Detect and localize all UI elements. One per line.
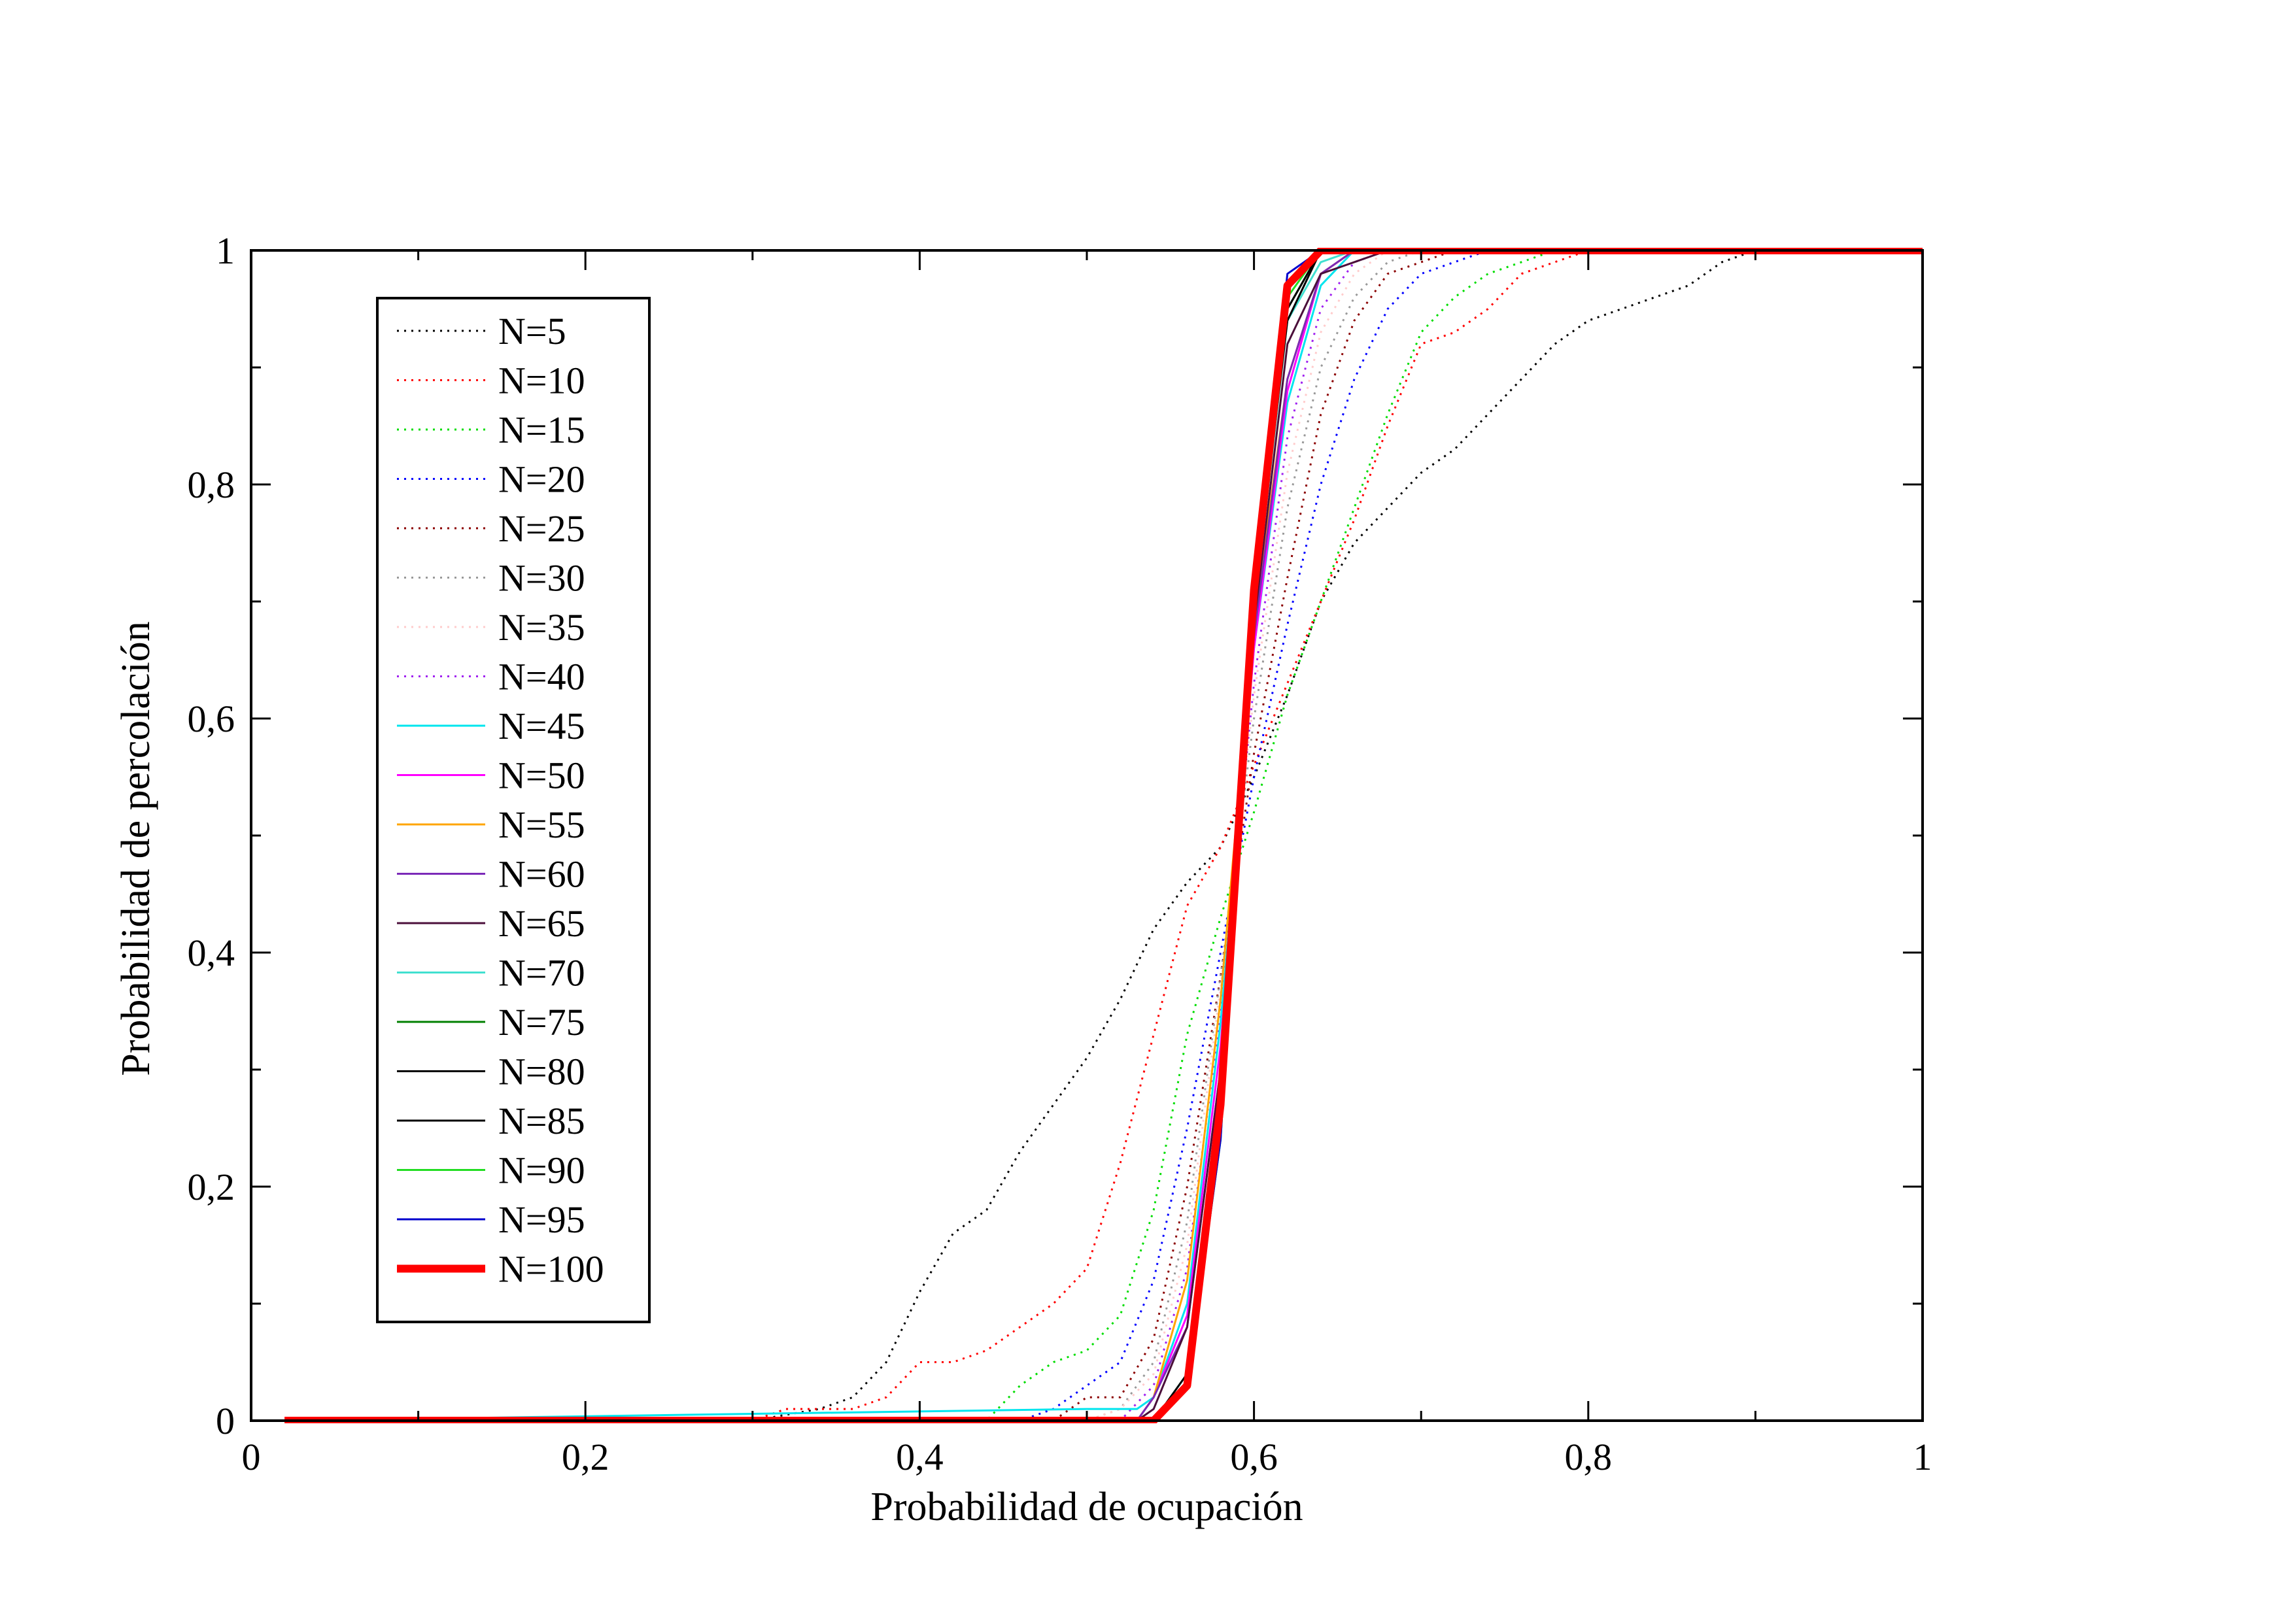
legend-label-n-80: N=80 — [498, 1051, 585, 1093]
x-tick-label: 0 — [242, 1436, 261, 1478]
x-tick-label: 0,6 — [1230, 1436, 1278, 1478]
legend-label-n-50: N=50 — [498, 754, 585, 797]
legend: N=5 N=10 N=15 N=20 N=25 N=30 N=35 N=40 N=45 N=50 N… — [376, 297, 651, 1323]
legend-label-n-60: N=60 — [498, 853, 585, 896]
legend-label-n-70: N=70 — [498, 952, 585, 994]
legend-label-n-65: N=65 — [498, 902, 585, 945]
legend-label-n-10: N=10 — [498, 360, 585, 402]
legend-label-n-15: N=15 — [498, 409, 585, 451]
series-line-n-100 — [284, 248, 1923, 1423]
series-line-n-45 — [284, 249, 1923, 1422]
series-layer — [284, 248, 1923, 1423]
axes-layer: 0 0,2 0,4 0,6 0,8 1 0 0,2 0,4 0,6 0,8 1 — [188, 229, 1932, 1478]
series-line-n-5 — [284, 249, 1923, 1422]
y-tick-label: 0,6 — [188, 698, 235, 740]
legend-box — [376, 297, 651, 1323]
legend-label-n-25: N=25 — [498, 507, 585, 550]
legend-label-n-35: N=35 — [498, 606, 585, 649]
legend-label-n-100: N=100 — [498, 1248, 604, 1291]
legend-label-n-40: N=40 — [498, 656, 585, 698]
series-line-n-20 — [284, 249, 1923, 1422]
x-tick-label: 0,8 — [1565, 1436, 1613, 1478]
series-line-n-30 — [284, 249, 1923, 1422]
legend-label-n-30: N=30 — [498, 557, 585, 600]
y-tick-label: 0,8 — [188, 464, 235, 506]
legend-label-n-45: N=45 — [498, 705, 585, 747]
y-tick-label: 1 — [216, 229, 235, 272]
x-tick-label: 0,2 — [562, 1436, 609, 1478]
x-tick-label: 1 — [1913, 1436, 1932, 1478]
legend-label-n-95: N=95 — [498, 1198, 585, 1241]
y-tick-label: 0,2 — [188, 1166, 235, 1208]
y-tick-label: 0 — [216, 1400, 235, 1442]
series-line-n-25 — [284, 249, 1923, 1422]
legend-label-n-75: N=75 — [498, 1001, 585, 1043]
y-axis-title: Probabilidad de percolación — [114, 621, 158, 1076]
legend-label-n-55: N=55 — [498, 804, 585, 846]
x-tick-label: 0,4 — [896, 1436, 944, 1478]
legend-label-n-90: N=90 — [498, 1149, 585, 1192]
legend-label-n-85: N=85 — [498, 1100, 585, 1142]
legend-label-n-5: N=5 — [498, 310, 566, 352]
legend-label-n-20: N=20 — [498, 458, 585, 501]
y-tick-label: 0,4 — [188, 932, 235, 974]
x-axis-title: Probabilidad de ocupación — [870, 1485, 1303, 1529]
